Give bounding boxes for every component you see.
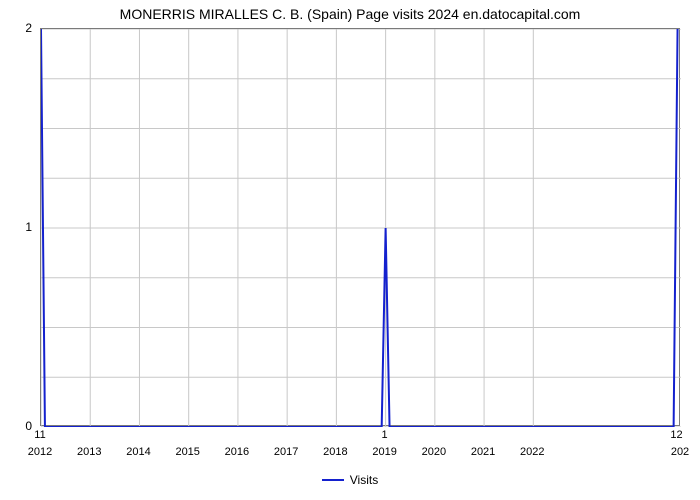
x-tick-label: 2013: [77, 446, 101, 458]
x-tick-label: 2018: [323, 446, 347, 458]
x-tick-label: 2019: [372, 446, 396, 458]
legend-swatch-visits: [322, 479, 344, 481]
x-tick-label: 2015: [175, 446, 199, 458]
legend-item-visits: Visits: [322, 473, 378, 487]
x-tick-label: 2014: [126, 446, 150, 458]
x-tick-label-right-edge: 202: [671, 446, 689, 458]
x-tick-label: 2017: [274, 446, 298, 458]
chart-container: MONERRIS MIRALLES C. B. (Spain) Page vis…: [0, 0, 700, 500]
legend-label-visits: Visits: [350, 473, 378, 487]
plot-svg: [41, 29, 681, 427]
data-point-label: 11: [34, 429, 45, 441]
y-tick-label: 2: [0, 21, 32, 35]
data-point-label: 1: [382, 429, 388, 441]
x-tick-label: 2016: [225, 446, 249, 458]
x-tick-label: 2021: [471, 446, 495, 458]
y-tick-label: 0: [0, 419, 32, 433]
legend: Visits: [0, 470, 700, 487]
data-point-label: 12: [670, 429, 682, 441]
x-tick-label: 2020: [422, 446, 446, 458]
x-tick-label: 2022: [520, 446, 544, 458]
y-tick-label: 1: [0, 220, 32, 234]
x-tick-label: 2012: [28, 446, 52, 458]
plot-area: [40, 28, 680, 426]
chart-title: MONERRIS MIRALLES C. B. (Spain) Page vis…: [0, 6, 700, 22]
